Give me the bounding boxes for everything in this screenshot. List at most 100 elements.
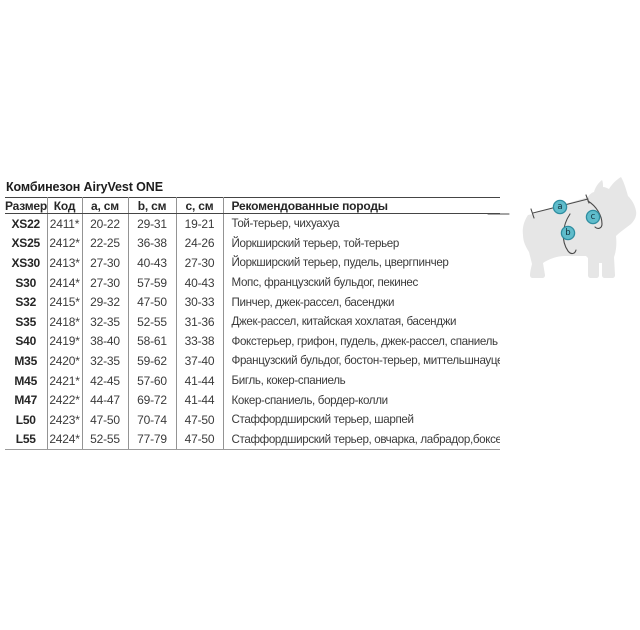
table-row: S32 2415* 29-32 47-50 30-33 Пинчер, джек… [5,292,500,312]
size-cell: XS22 [5,213,48,234]
c-measure-cell: 47-50 [176,409,224,430]
column-header-b: b, см [128,197,177,214]
c-measure-cell: 30-33 [176,292,224,312]
column-header-c: c, см [176,197,224,214]
b-measure-cell: 70-74 [128,409,177,430]
table-row: M45 2421* 42-45 57-60 41-44 Бигль, кокер… [5,370,500,391]
column-header-code: Код [47,197,83,214]
table-row: XS25 2412* 22-25 36-38 24-26 Йоркширский… [5,233,500,254]
code-cell: 2414* [47,272,83,293]
code-cell: 2413* [47,253,83,273]
a-tick-left [530,208,535,219]
measure-point-b: b [560,225,576,241]
b-measure-cell: 58-61 [128,331,177,352]
c-measure-cell: 27-30 [176,253,224,273]
a-measure-cell: 22-25 [82,233,129,254]
b-measure-cell: 47-50 [128,292,177,312]
table-row: M47 2422* 44-47 69-72 41-44 Кокер-спание… [5,390,500,410]
table-row: S40 2419* 38-40 58-61 33-38 Фокстерьер, … [5,331,500,352]
code-cell: 2419* [47,331,83,352]
breeds-cell: Стаффордширский терьер, овчарка, лабрадо… [223,429,500,451]
breeds-cell: Джек-рассел, китайская хохлатая, басендж… [231,315,457,329]
c-measure-cell: 47-50 [176,429,224,451]
measure-point-a: a [552,199,568,215]
code-cell: 2424* [47,429,83,451]
dog-silhouette-shape [522,177,637,278]
table-row: XS22 2411* 20-22 29-31 19-21 Той-терьер,… [5,213,500,234]
a-measure-cell: 20-22 [82,213,129,234]
c-measure-cell: 31-36 [176,311,224,332]
size-cell: M35 [5,351,48,371]
breeds-cell: Той-терьер, чихуахуа [231,217,340,231]
table-row: L55 2424* 52-55 77-79 47-50 Стаффордширс… [5,429,500,451]
breeds-cell: Мопс, французский бульдог, пекинес [231,276,419,290]
c-label: c [591,212,596,222]
header-row: Размер Код a, см b, см c, см Рекомендова… [5,197,500,214]
b-measure-cell: 40-43 [128,253,177,273]
b-measure-cell: 36-38 [128,233,177,254]
table-row: S30 2414* 27-30 57-59 40-43 Мопс, францу… [5,272,500,293]
code-cell: 2422* [47,390,83,410]
b-girth-arc [562,213,577,255]
b-measure-cell: 59-62 [128,351,177,371]
table-row: L50 2423* 47-50 70-74 47-50 Стаффордширс… [5,409,500,430]
c-measure-cell: 24-26 [176,233,224,254]
b-measure-cell: 57-59 [128,272,177,293]
a-measure-cell: 32-35 [82,351,129,371]
size-cell: XS30 [5,253,48,273]
size-cell: XS25 [5,233,48,254]
a-measure-cell: 29-32 [82,292,129,312]
breeds-cell: Йоркширский терьер, той-терьер [231,236,400,250]
code-cell: 2423* [47,409,83,430]
code-cell: 2415* [47,292,83,312]
breeds-cell: Пинчер, джек-рассел, басенджи [231,295,395,309]
product-title: Комбинезон AiryVest ONE [6,180,163,194]
a-measure-cell: 44-47 [82,390,129,410]
a-measure-cell: 52-55 [82,429,129,451]
breeds-cell: Йоркширский терьер, пудель, цвергпинчер [231,256,449,270]
b-measure-cell: 69-72 [128,390,177,410]
breeds-cell: Стаффордширский терьер, шарпей [231,413,414,427]
c-measure-cell: 37-40 [176,351,224,371]
dog-measurement-diagram: a b c [487,177,637,278]
size-cell: M45 [5,370,48,391]
code-cell: 2412* [47,233,83,254]
a-measure-cell: 47-50 [82,409,129,430]
column-header-breeds: Рекомендованные породы [223,197,500,214]
size-cell: L55 [5,429,48,451]
size-cell: L50 [5,409,48,430]
b-measure-cell: 52-55 [128,311,177,332]
measure-point-c: c [585,209,601,225]
b-label: b [565,228,570,238]
c-measure-cell: 19-21 [176,213,224,234]
column-header-a: a, см [82,197,129,214]
code-cell: 2420* [47,351,83,371]
a-measure-cell: 27-30 [82,253,129,273]
a-measure-cell: 38-40 [82,331,129,352]
breeds-cell: Французский бульдог, бостон-терьер, митт… [231,354,501,368]
column-header-size: Размер [5,197,48,214]
table-row: M35 2420* 32-35 59-62 37-40 Французский … [5,351,500,371]
table-row: S35 2418* 32-35 52-55 31-36 Джек-рассел,… [5,311,500,332]
size-cell: S40 [5,331,48,352]
c-measure-cell: 41-44 [176,370,224,391]
c-measure-cell: 33-38 [176,331,224,352]
code-cell: 2418* [47,311,83,332]
table-row: XS30 2413* 27-30 40-43 27-30 Йоркширский… [5,253,500,273]
c-neck-arc [587,200,603,229]
a-label: a [557,202,562,212]
b-measure-cell: 77-79 [128,429,177,451]
size-cell: S32 [5,292,48,312]
size-cell: M47 [5,390,48,410]
breeds-cell: Бигль, кокер-спаниель [231,374,346,388]
size-cell: S30 [5,272,48,293]
b-measure-cell: 57-60 [128,370,177,391]
a-measure-cell: 42-45 [82,370,129,391]
c-measure-cell: 40-43 [176,272,224,293]
code-cell: 2421* [47,370,83,391]
size-cell: S35 [5,311,48,332]
breeds-cell: Фокстерьер, грифон, пудель, джек-рассел,… [231,334,499,348]
a-measure-cell: 32-35 [82,311,129,332]
size-chart-table: Размер Код a, см b, см c, см Рекомендова… [5,197,500,451]
